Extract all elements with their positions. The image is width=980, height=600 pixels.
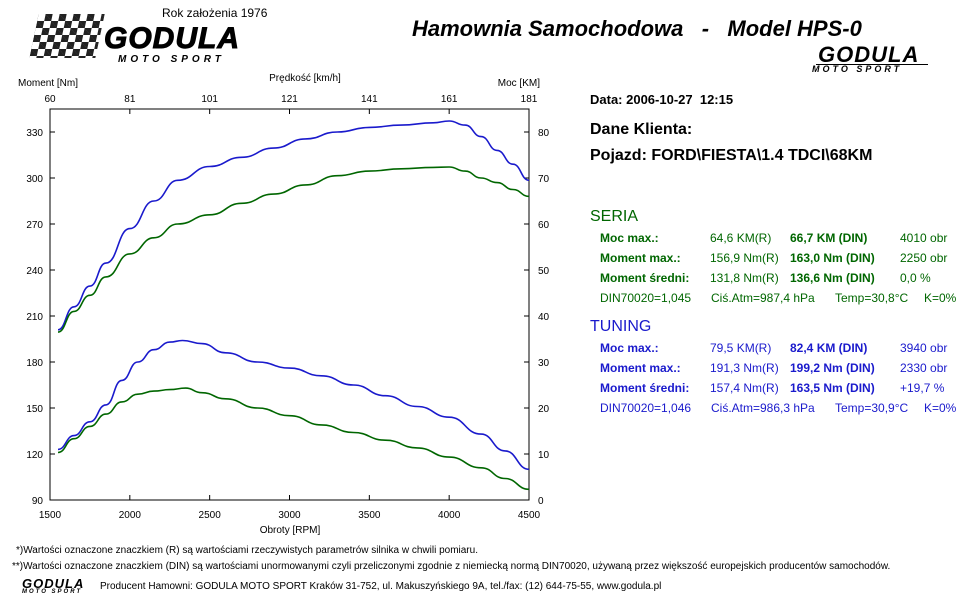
x-tick-label: 3500 — [358, 510, 381, 521]
tuning-atm-pressure: Ciś.Atm=986,3 hPa — [711, 401, 815, 415]
x-tick-label: 4500 — [518, 510, 541, 521]
y-left-tick-label: 210 — [26, 312, 43, 323]
footnote-r: *)Wartości oznaczone znaczkiem (R) są wa… — [16, 545, 478, 556]
y-right-tick-label: 50 — [538, 266, 550, 277]
logo-small-wordmark: GODULA — [818, 42, 920, 67]
producer-info: Producent Hamowni: GODULA MOTO SPORT Kra… — [100, 581, 662, 592]
y-left-tick-label: 270 — [26, 220, 43, 231]
tuning-avg-din: 163,5 Nm (DIN) — [790, 381, 875, 395]
page-title: Hamownia Samochodowa - Model HPS-0 — [412, 16, 862, 41]
series-line-power-seria — [57, 166, 530, 333]
tuning-din-factor: DIN70020=1,046 — [600, 401, 692, 415]
logo-wordmark: GODULA — [104, 22, 240, 56]
top-axis-label: Prędkość [km/h] — [269, 73, 341, 84]
plot-area-border — [49, 108, 530, 501]
top-tick-label: 81 — [124, 94, 136, 105]
footer-logo: GODULA MOTO SPORT — [20, 576, 96, 596]
y-left-tick-label: 180 — [26, 358, 43, 369]
tuning-power-r: 79,5 KM(R) — [710, 341, 772, 355]
top-tick-label: 101 — [201, 94, 218, 105]
y-right-tick-label: 80 — [538, 128, 550, 139]
founded-text: Rok założenia 1976 — [162, 6, 268, 20]
logo-subtitle: MOTO SPORT — [118, 54, 225, 65]
y-right-tick-label: 20 — [538, 404, 550, 415]
seria-avg-r: 131,8 Nm(R) — [710, 271, 779, 285]
tuning-temperature: Temp=30,9°C — [835, 401, 909, 415]
y-left-tick-label: 300 — [26, 174, 43, 185]
x-tick-label: 2000 — [119, 510, 142, 521]
series-line-power-tuning — [57, 120, 530, 331]
tuning-torque-din: 199,2 Nm (DIN) — [790, 361, 875, 375]
measurement-date: Data: 2006-10-27 12:15 — [590, 92, 734, 107]
seria-avg-delta: 0,0 % — [900, 271, 931, 285]
seria-torque-r: 156,9 Nm(R) — [710, 251, 779, 265]
top-tick-label: 161 — [441, 94, 458, 105]
series-line-torque-seria — [57, 387, 530, 491]
tuning-k-factor: K=0% — [924, 401, 957, 415]
tuning-avg-delta: +19,7 % — [900, 381, 945, 395]
seria-power-label: Moc max.: — [600, 231, 659, 245]
vehicle-name: Pojazd: FORD\FIESTA\1.4 TDCI\68KM — [590, 147, 873, 164]
right-axis-label: Moc [KM] — [498, 78, 540, 89]
logo-small-subtitle: MOTO SPORT — [812, 64, 903, 74]
seria-power-r: 64,6 KM(R) — [710, 231, 772, 245]
seria-heading: SERIA — [590, 208, 639, 225]
top-tick-label: 181 — [521, 94, 538, 105]
seria-torque-din: 163,0 Nm (DIN) — [790, 251, 875, 265]
dyno-chart: Moment [Nm] Prędkość [km/h] Moc [KM] Obr… — [18, 73, 550, 536]
tuning-torque-r: 191,3 Nm(R) — [710, 361, 779, 375]
seria-avg-label: Moment średni: — [600, 271, 690, 285]
top-tick-label: 121 — [281, 94, 298, 105]
logo-divider — [816, 64, 928, 65]
seria-torque-rpm: 2250 obr — [900, 251, 948, 265]
y-right-tick-label: 10 — [538, 450, 550, 461]
y-right-tick-label: 30 — [538, 358, 550, 369]
x-tick-label: 3000 — [278, 510, 301, 521]
seria-temperature: Temp=30,8°C — [835, 291, 909, 305]
footer-logo-subtitle: MOTO SPORT — [22, 589, 83, 595]
footer-logo-wordmark: GODULA — [22, 576, 85, 591]
top-tick-label: 60 — [44, 94, 56, 105]
series-line-torque-tuning — [57, 339, 530, 471]
seria-din-factor: DIN70020=1,045 — [600, 291, 692, 305]
tuning-power-rpm: 3940 obr — [900, 341, 948, 355]
tuning-avg-label: Moment średni: — [600, 381, 690, 395]
x-tick-label: 2500 — [199, 510, 222, 521]
tuning-torque-rpm: 2330 obr — [900, 361, 948, 375]
seria-k-factor: K=0% — [924, 291, 957, 305]
x-tick-label: 4000 — [438, 510, 461, 521]
y-right-tick-label: 70 — [538, 174, 550, 185]
y-left-tick-label: 330 — [26, 128, 43, 139]
seria-atm-pressure: Ciś.Atm=987,4 hPa — [711, 291, 815, 305]
left-axis-label: Moment [Nm] — [18, 78, 78, 89]
y-left-tick-label: 120 — [26, 450, 43, 461]
y-left-tick-label: 240 — [26, 266, 43, 277]
client-heading: Dane Klienta: — [590, 121, 693, 138]
tuning-avg-r: 157,4 Nm(R) — [710, 381, 779, 395]
x-tick-label: 1500 — [39, 510, 62, 521]
seria-power-din: 66,7 KM (DIN) — [790, 231, 868, 245]
x-axis-label: Obroty [RPM] — [260, 525, 321, 536]
godula-logo: Rok założenia 1976 GODULA MOTO SPORT — [29, 4, 267, 66]
seria-avg-din: 136,6 Nm (DIN) — [790, 271, 875, 285]
tuning-heading: TUNING — [590, 318, 652, 335]
top-tick-label: 141 — [361, 94, 378, 105]
y-right-tick-label: 60 — [538, 220, 550, 231]
y-right-tick-label: 40 — [538, 312, 550, 323]
y-left-tick-label: 90 — [32, 496, 44, 507]
y-right-tick-label: 0 — [538, 496, 544, 507]
godula-logo-small: GODULA MOTO SPORT — [812, 42, 932, 76]
tuning-torque-label: Moment max.: — [600, 361, 681, 375]
y-left-tick-label: 150 — [26, 404, 43, 415]
seria-power-rpm: 4010 obr — [900, 231, 948, 245]
footnote-din: **)Wartości oznaczone znaczkiem (DIN) są… — [12, 561, 891, 572]
tuning-power-din: 82,4 KM (DIN) — [790, 341, 868, 355]
tuning-power-label: Moc max.: — [600, 341, 659, 355]
seria-torque-label: Moment max.: — [600, 251, 681, 265]
